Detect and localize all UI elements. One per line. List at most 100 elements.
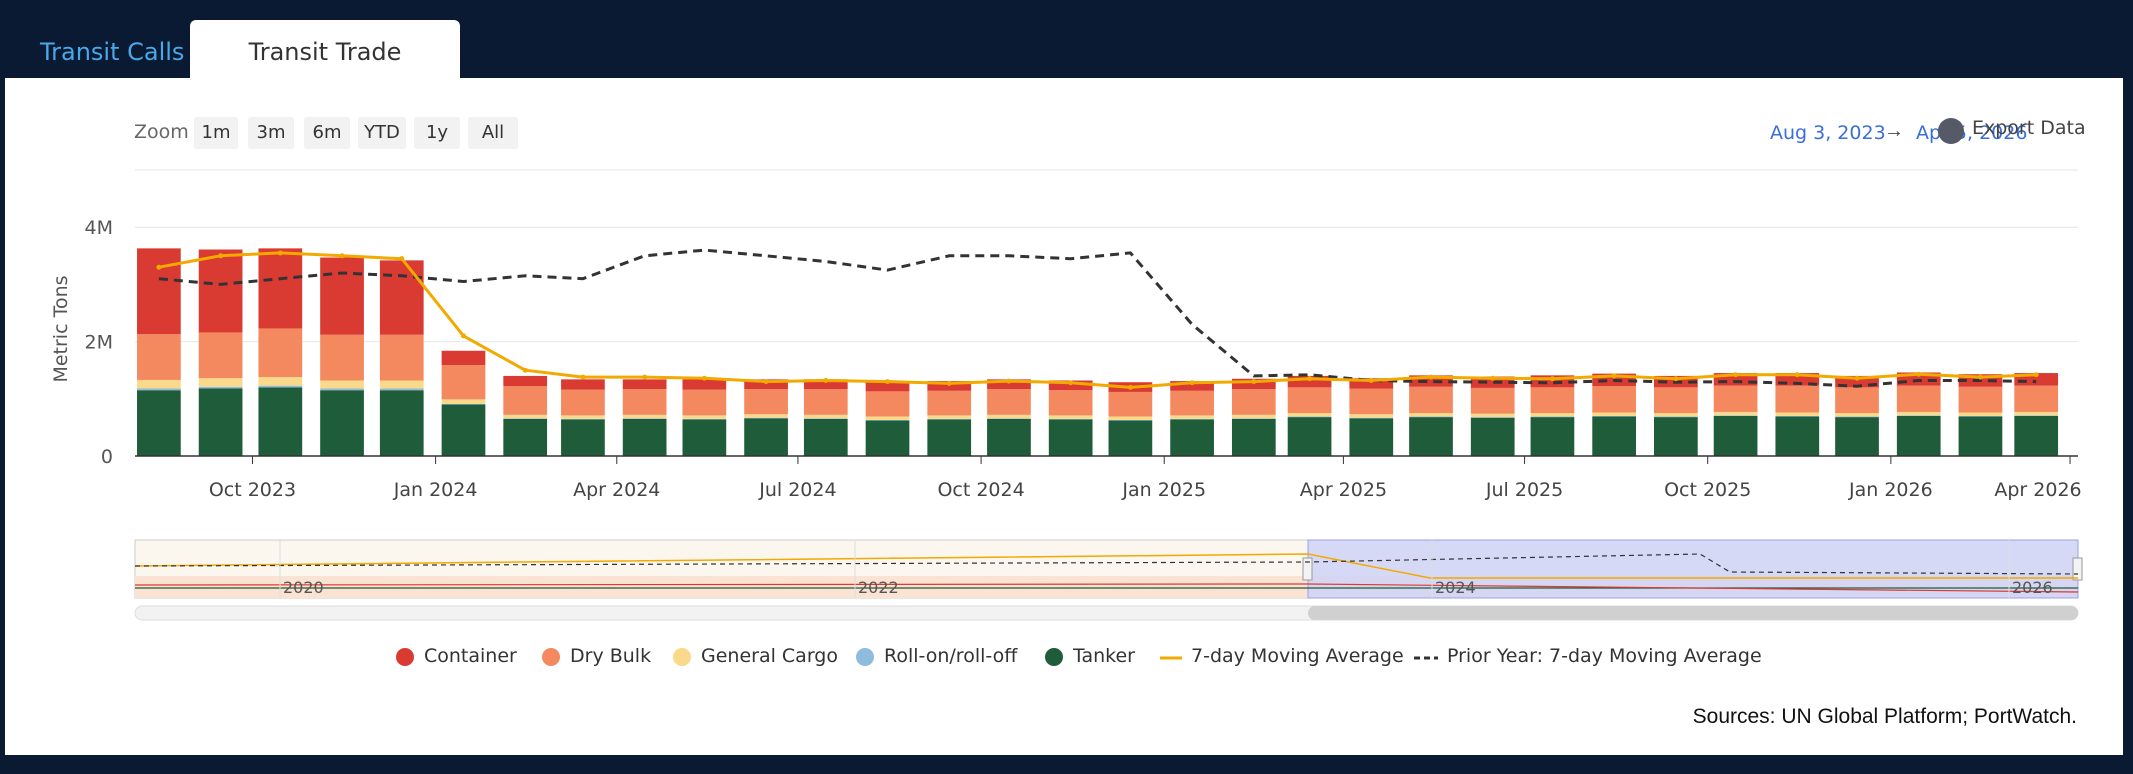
- bar-roro: [320, 388, 364, 391]
- bar-dry-bulk: [1287, 387, 1332, 414]
- zoom-1y-button[interactable]: 1y: [414, 117, 460, 149]
- zoom-label: Zoom: [134, 121, 189, 143]
- legend-container-label[interactable]: Container: [424, 645, 517, 667]
- bar-dry-bulk: [320, 334, 364, 381]
- bar-general-cargo: [441, 399, 486, 404]
- point-moving-average: [1794, 372, 1800, 378]
- point-moving-average: [2033, 372, 2039, 378]
- bar-general-cargo: [1713, 411, 1758, 416]
- legend-tanker-label[interactable]: Tanker: [1073, 645, 1135, 667]
- navigator-selection: [1307, 539, 2079, 599]
- legend-general-cargo-label[interactable]: General Cargo: [701, 645, 838, 667]
- bar-dry-bulk: [865, 391, 910, 417]
- bar-tanker: [1048, 419, 1093, 456]
- date-range-from[interactable]: Aug 3, 2023: [1770, 122, 1886, 144]
- bar-container: [379, 260, 424, 335]
- y-axis-title: Metric Tons: [50, 275, 72, 382]
- bar-tanker: [1713, 415, 1758, 456]
- bar-container: [744, 379, 788, 390]
- bar-dry-bulk: [1958, 386, 2003, 413]
- bar-tanker: [1170, 419, 1214, 456]
- bar-tanker: [1835, 417, 1879, 456]
- bar-general-cargo: [1958, 412, 2003, 416]
- bar-roro: [1170, 418, 1214, 420]
- bar-roro: [441, 403, 486, 405]
- bar-roro: [1654, 416, 1698, 418]
- bar-general-cargo: [927, 415, 972, 419]
- legend-moving-average-label[interactable]: 7-day Moving Average: [1191, 645, 1404, 667]
- bar-roro: [1048, 418, 1093, 420]
- zoom-ytd-button[interactable]: YTD: [358, 117, 406, 149]
- bar-roro: [1349, 417, 1394, 419]
- bar-tanker: [622, 418, 667, 456]
- bar-general-cargo: [1654, 413, 1698, 417]
- legend-dry-bulk-marker: [542, 648, 560, 666]
- point-moving-average: [885, 379, 891, 385]
- bar-roro: [1958, 415, 2003, 417]
- y-tick-label: 4M: [85, 217, 113, 239]
- export-data-button[interactable]: Export Data: [1972, 117, 2086, 139]
- bar-general-cargo: [1896, 411, 1941, 416]
- x-tick-label: Jan 2025: [1121, 479, 1206, 501]
- legend-container-marker: [396, 648, 414, 666]
- bar-dry-bulk: [1775, 385, 1820, 413]
- legend-dry-bulk-label[interactable]: Dry Bulk: [570, 645, 652, 667]
- bar-general-cargo: [320, 380, 364, 389]
- bar-general-cargo: [1592, 412, 1637, 416]
- bar-dry-bulk: [1231, 389, 1276, 415]
- bar-roro: [744, 417, 788, 419]
- export-icon[interactable]: [1938, 118, 1964, 144]
- bar-roro: [865, 419, 910, 421]
- bar-roro: [1470, 417, 1515, 418]
- series-moving-average-line: [158, 251, 2037, 389]
- point-moving-average: [460, 333, 466, 339]
- point-moving-average: [1916, 371, 1922, 377]
- bar-roro: [803, 418, 848, 419]
- bar-tanker: [1287, 417, 1332, 456]
- x-tick-label: Apr 2024: [573, 479, 660, 501]
- bar-dry-bulk: [1409, 386, 1453, 414]
- bar-dry-bulk: [1896, 385, 1941, 412]
- point-moving-average: [1127, 384, 1133, 390]
- navigator-handle-right: [2072, 557, 2083, 581]
- bar-container: [927, 381, 972, 391]
- point-moving-average: [946, 380, 952, 386]
- legend-roro-label[interactable]: Roll-on/roll-off: [884, 645, 1018, 667]
- bar-roro: [927, 418, 972, 420]
- bar-container: [1170, 381, 1214, 391]
- bar-general-cargo: [1287, 413, 1332, 417]
- point-moving-average: [1977, 374, 1983, 380]
- bar-tanker: [927, 419, 972, 456]
- bar-container: [258, 248, 303, 329]
- bar-roro: [1530, 416, 1575, 418]
- bar-container: [622, 379, 667, 390]
- bar-dry-bulk: [258, 328, 303, 378]
- bar-container: [1409, 375, 1453, 387]
- bar-tanker: [744, 418, 788, 456]
- y-tick-label: 2M: [85, 332, 113, 354]
- navigator-label: 2026: [2012, 578, 2053, 597]
- tab-transit-calls[interactable]: Transit Calls: [40, 38, 185, 66]
- zoom-3m-button[interactable]: 3m: [248, 117, 294, 149]
- bar-dry-bulk: [1713, 385, 1758, 412]
- bar-tanker: [320, 390, 364, 456]
- point-moving-average: [1611, 373, 1617, 379]
- bar-general-cargo: [137, 379, 181, 389]
- x-tick-label: Jul 2025: [1485, 479, 1563, 501]
- x-tick-label: Oct 2025: [1664, 479, 1751, 501]
- navigator-scrollbar-thumb[interactable]: [1308, 606, 2078, 620]
- bar-dry-bulk: [1349, 388, 1394, 415]
- legend-prior-year-label[interactable]: Prior Year: 7-day Moving Average: [1447, 645, 1762, 667]
- bar-dry-bulk: [1048, 390, 1093, 416]
- bar-tanker: [503, 418, 548, 456]
- zoom-1m-button[interactable]: 1m: [194, 117, 238, 149]
- bar-roro: [2014, 415, 2059, 416]
- bar-dry-bulk: [1592, 386, 1637, 413]
- zoom-6m-button[interactable]: 6m: [304, 117, 350, 149]
- bar-general-cargo: [2014, 411, 2059, 416]
- bar-roro: [379, 388, 424, 391]
- zoom-all-button[interactable]: All: [468, 117, 518, 149]
- bar-tanker: [258, 387, 303, 456]
- bar-tanker: [1775, 416, 1820, 456]
